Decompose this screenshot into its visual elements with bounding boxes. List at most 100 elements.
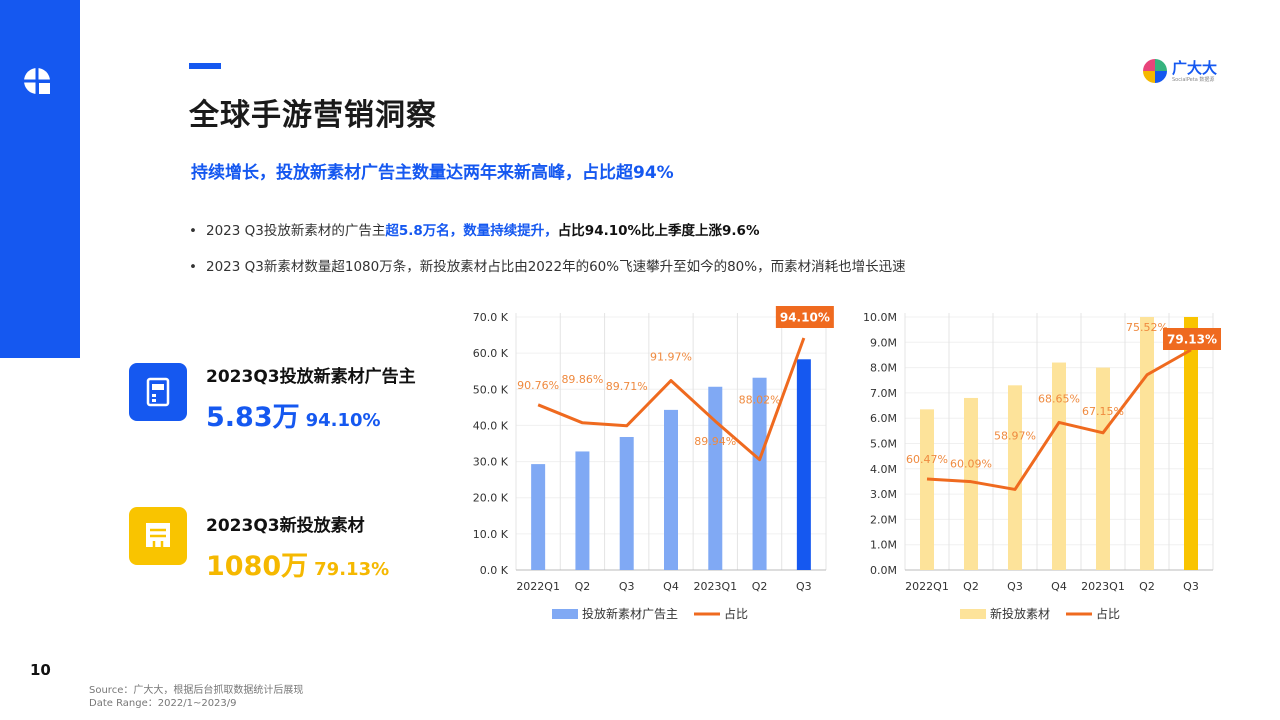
pie-logo-icon [24,68,52,96]
y-tick-label: 0.0M [870,564,897,577]
data-label: 58.97% [994,429,1036,442]
bullet-1-text: 2023 Q3投放新素材的广告主 [206,223,386,239]
y-tick-label: 2.0M [870,513,897,526]
x-tick-label: Q3 [796,580,812,593]
bar [1008,385,1022,570]
x-tick-label: Q3 [1007,580,1023,593]
x-tick-label: 2023Q1 [1081,580,1125,593]
x-tick-label: 2023Q1 [693,580,737,593]
highlight-label-box [1163,328,1221,350]
y-tick-label: 4.0M [870,463,897,476]
kpi-2-value: 1080万 [206,551,309,582]
bar [964,397,978,570]
y-tick-label: 10.0 K [473,528,509,541]
data-label: 89.94% [694,435,736,448]
y-tick-label: 3.0M [870,488,897,501]
x-tick-label: Q2 [963,580,979,593]
bar [575,451,590,570]
kpi-1-pct: 94.10% [305,410,381,431]
side-accent-bar [0,0,80,358]
kpi-1-label: 2023Q3投放新素材广告主 [206,367,416,387]
y-tick-label: 8.0M [870,362,897,375]
x-tick-label: Q2 [1139,580,1155,593]
y-tick-label: 9.0M [870,336,897,349]
brand-name: 广大大 [1172,58,1218,77]
x-tick-label: Q3 [619,580,635,593]
y-tick-label: 20.0 K [473,492,509,505]
brand-pie-icon [1143,59,1167,83]
y-tick-label: 40.0 K [473,419,509,432]
x-tick-label: Q2 [752,580,768,593]
kpi-1-value: 5.83万 [206,402,300,433]
x-tick-label: Q4 [1051,580,1067,593]
legend-swatch-bar [552,609,578,619]
date-range-line: Date Range：2022/1~2023/9 [89,698,237,709]
highlight-label-box [775,306,834,328]
advertisers-chart: 0.0 K 10.0 K 20.0 K 30.0 K 40.0 K 50.0 K 60.0 … [473,306,834,621]
highlight-label: 79.13% [1167,333,1217,347]
creatives-chart: 0.0M 1.0M 2.0M 3.0M 4.0M 5.0M 6.0M 7.0M 8.0M 9.0M… [863,311,1221,621]
kpi-2-label: 2023Q3新投放素材 [206,516,365,536]
bar [1184,317,1198,570]
x-tick-label: Q2 [575,580,591,593]
bar [531,464,546,570]
bar [1052,362,1066,570]
section-subtitle: 持续增长，投放新素材广告主数量达两年来新高峰，占比超94% [191,163,674,183]
bullet-2: • 2023 Q3新素材数量超1080万条，新投放素材占比由2022年的60%飞速… [189,259,906,275]
y-tick-label: 7.0M [870,387,897,400]
y-tick-label: 6.0M [870,412,897,425]
data-label: 88.02% [739,394,781,407]
brand-logo: 广大大 SocialPeta 数据源 [1142,58,1217,84]
series-line-share [926,348,1192,491]
y-tick-label: 60.0 K [473,347,509,360]
y-tick-label: 70.0 K [473,311,509,324]
source-line: Source：广大大，根据后台抓取数据统计后展现 [89,685,304,696]
bar [664,409,678,570]
x-tick-label: Q3 [1183,580,1199,593]
y-tick-label: 30.0 K [473,456,509,469]
x-tick-label: Q4 [663,580,679,593]
y-tick-label: 1.0M [870,539,897,552]
x-tick-label: 2022Q1 [516,580,560,593]
y-tick-label: 0.0 K [480,564,509,577]
bar [619,436,634,570]
bar [752,377,767,570]
legend-label: 占比 [724,606,748,621]
bullet-1: • 2023 Q3投放新素材的广告主超5.8万名，数量持续提升，占比94.10%比… [189,223,760,239]
creative-icon [129,507,187,565]
data-label: 68.65% [1038,392,1080,405]
legend-label: 占比 [1096,606,1120,621]
x-tick-label: 2022Q1 [905,580,949,593]
legend-swatch-bar [960,609,986,619]
series-line-share [537,337,806,462]
bar [1140,317,1154,570]
page-number: 10 [30,661,51,679]
bar [1096,367,1110,570]
bar [796,359,811,570]
bullet-1-highlight: 超5.8万名，数量持续提升， [385,223,558,239]
y-tick-label: 5.0M [870,438,897,451]
title-accent-bar [189,63,221,69]
kpi-2-value-group: 1080万 79.13% [206,544,389,583]
bar [920,409,934,570]
bar [708,386,723,570]
highlight-label: 94.10% [780,311,830,325]
data-label: 67.15% [1082,405,1124,418]
brand-subtitle: SocialPeta 数据源 [1172,76,1215,83]
kpi-1-value-group: 5.83万 94.10% [206,395,381,434]
data-label: 75.52% [1126,321,1168,334]
legend-label: 新投放素材 [990,606,1050,621]
legend-label: 投放新素材广告主 [582,606,678,621]
data-label: 60.47% [906,453,948,466]
y-tick-label: 50.0 K [473,383,509,396]
bullet-2-text: 2023 Q3新素材数量超1080万条，新投放素材占比由2022年的60%飞速攀… [206,259,906,275]
advertiser-icon [129,363,187,421]
data-label: 91.97% [650,351,692,364]
data-label: 90.76% [517,379,559,392]
kpi-2-pct: 79.13% [314,559,390,580]
data-label: 60.09% [950,458,992,471]
bullet-1-bold: 占比94.10%比上季度上涨9.6% [557,223,760,239]
page-title: 全球手游营销洞察 [189,98,437,133]
data-label: 89.86% [561,373,603,386]
data-label: 89.71% [606,380,648,393]
